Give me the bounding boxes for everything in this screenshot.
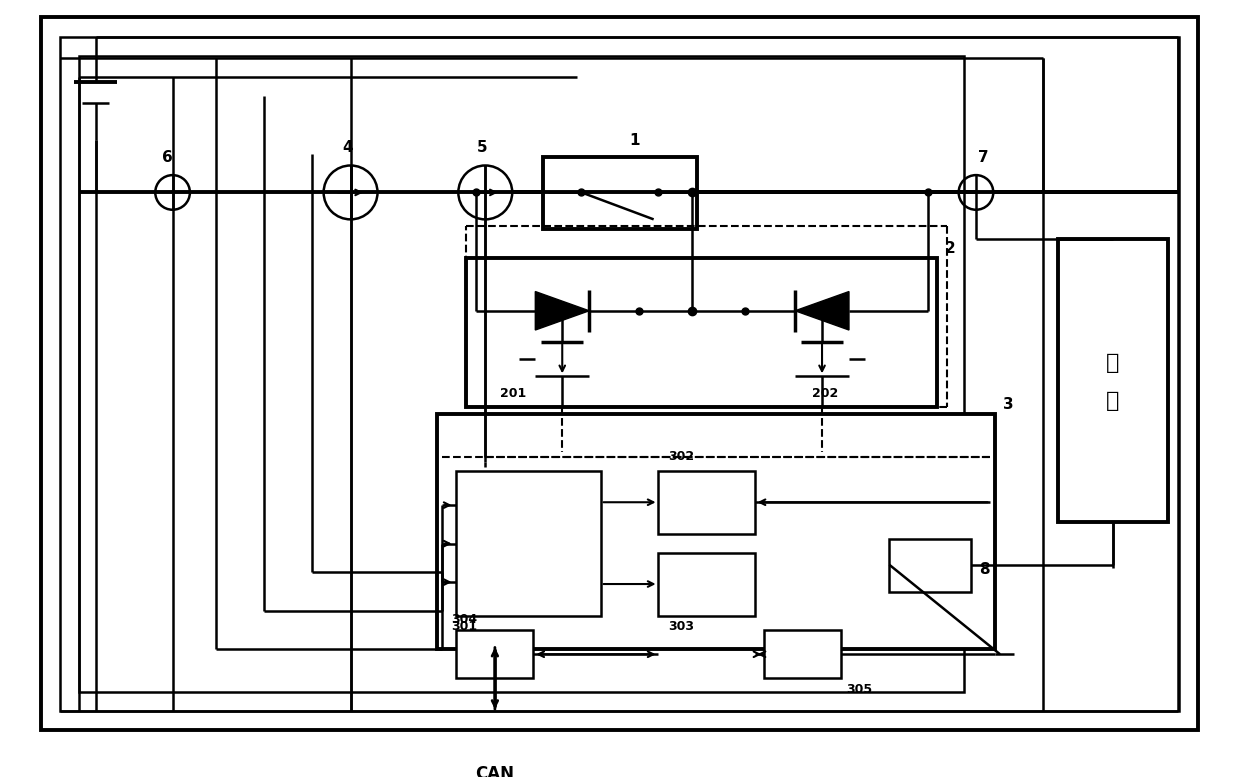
Text: 3: 3: [1002, 397, 1014, 412]
Bar: [79, 56, 964, 692]
Text: 载: 载: [1106, 391, 1119, 411]
Text: 8: 8: [979, 562, 990, 577]
Bar: [890, 538, 971, 592]
Polygon shape: [795, 291, 849, 330]
Text: 6: 6: [162, 150, 173, 165]
Text: CAN: CAN: [476, 765, 514, 777]
Bar: [437, 413, 995, 650]
Bar: [543, 157, 698, 229]
Text: 201: 201: [499, 388, 527, 400]
Text: 303: 303: [668, 620, 694, 633]
Text: 7: 7: [979, 150, 989, 165]
Text: 4: 4: [342, 140, 353, 155]
Bar: [764, 630, 841, 678]
Text: 负: 负: [1106, 353, 1119, 373]
Bar: [1058, 239, 1168, 522]
Text: 304: 304: [451, 612, 478, 625]
Text: 1: 1: [629, 134, 641, 148]
Bar: [466, 258, 938, 407]
Text: 305: 305: [846, 683, 872, 695]
Bar: [456, 630, 533, 678]
Text: 302: 302: [668, 450, 694, 463]
Bar: [658, 553, 755, 616]
Bar: [456, 472, 601, 616]
Bar: [658, 472, 755, 534]
Text: 301: 301: [451, 620, 478, 633]
Text: 5: 5: [477, 140, 488, 155]
Text: 202: 202: [813, 388, 839, 400]
Polygon shape: [535, 291, 590, 330]
Text: 2: 2: [945, 241, 957, 256]
